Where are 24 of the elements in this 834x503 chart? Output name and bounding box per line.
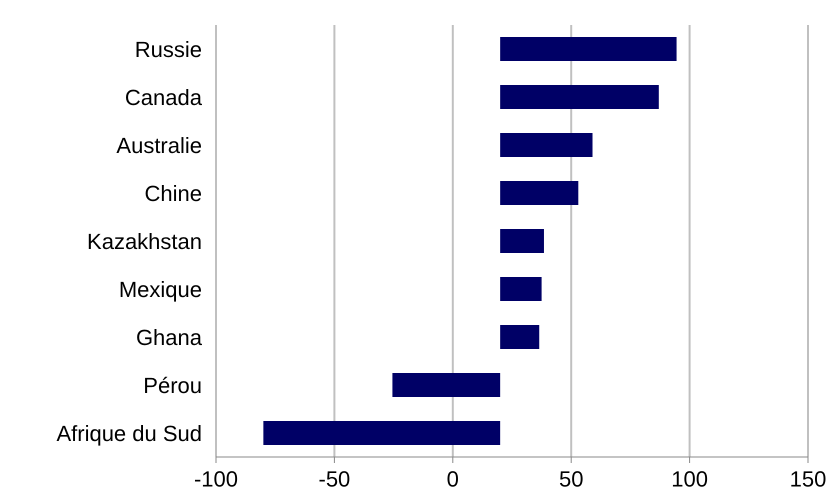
bar: [500, 181, 578, 205]
bar: [500, 325, 540, 349]
y-tick-label: Afrique du Sud: [56, 420, 202, 446]
x-tick-label: -50: [318, 466, 350, 492]
x-tick-label: 100: [671, 466, 708, 492]
y-tick-label: Russie: [134, 36, 202, 62]
y-tick-label: Mexique: [118, 276, 202, 302]
x-tick-label: 50: [558, 466, 584, 492]
bar: [500, 277, 542, 301]
bar: [263, 421, 500, 445]
x-tick-label: -100: [194, 466, 238, 492]
bar: [500, 229, 544, 253]
x-tick-label: 150: [790, 466, 826, 492]
bar: [500, 133, 593, 157]
bar: [500, 85, 659, 109]
x-tick-label: 0: [446, 466, 459, 492]
bar: [392, 373, 500, 397]
y-tick-label: Chine: [144, 180, 202, 206]
y-tick-label: Canada: [124, 84, 203, 110]
bar: [500, 37, 677, 61]
y-tick-label: Pérou: [143, 372, 202, 398]
y-tick-label: Ghana: [136, 324, 203, 350]
y-tick-label: Australie: [116, 132, 202, 158]
y-tick-label: Kazakhstan: [87, 228, 202, 254]
